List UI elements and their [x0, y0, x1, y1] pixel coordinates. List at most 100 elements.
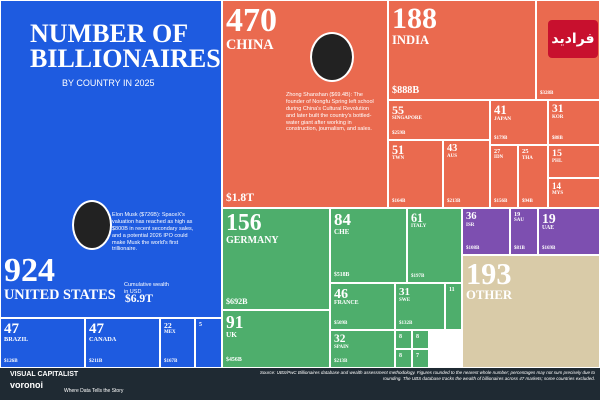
- wealth: $213B: [447, 199, 461, 204]
- count: 61: [411, 211, 424, 225]
- brand: VISUAL CAPITALIST: [10, 371, 79, 378]
- country: ITALY: [411, 223, 427, 230]
- tile: 46 FRANCE $509B: [330, 283, 395, 330]
- zhong-photo: [310, 32, 354, 82]
- source: Source: UBS/PwC Billionaires database an…: [259, 370, 595, 381]
- tile: 27 IDN $156B: [490, 145, 518, 208]
- count: 924: [4, 252, 55, 289]
- cumulative-label: Cumulative wealth in USD: [124, 282, 169, 295]
- tile: 5: [195, 318, 222, 368]
- tile: 43 AUS $213B: [443, 140, 490, 208]
- tagline: Where Data Tells the Story: [64, 388, 124, 394]
- tile: 91 UK $456B: [222, 310, 330, 368]
- wealth: $132B: [399, 321, 413, 326]
- wealth: $211B: [89, 357, 103, 364]
- wealth: $108B: [466, 246, 480, 251]
- wealth: $197B: [411, 274, 425, 279]
- wealth: $259B: [392, 131, 406, 136]
- tile: 31 SWE $132B: [395, 283, 445, 330]
- wealth: $213B: [334, 359, 348, 364]
- tile: 55 SINGAPORE $259B: [388, 100, 490, 140]
- tile: 924 UNITED STATES $6.9T: [0, 0, 222, 318]
- subtitle: BY COUNTRY IN 2025: [62, 78, 155, 88]
- country: SWE: [399, 298, 411, 303]
- app: voronoi: [10, 380, 43, 390]
- wealth: $179B: [494, 136, 508, 141]
- country: THA: [522, 155, 533, 161]
- wealth: $169B: [542, 246, 556, 251]
- tile: 22 MEX $167B: [160, 318, 195, 368]
- footer: VISUAL CAPITALIST voronoi Where Data Tel…: [0, 368, 600, 400]
- tile: 7: [412, 349, 429, 368]
- count: 47: [4, 321, 19, 337]
- country: CANADA: [89, 336, 117, 343]
- tile: 84 CHE $518B: [330, 208, 407, 283]
- wealth: $509B: [334, 321, 348, 326]
- count: 32: [334, 333, 346, 345]
- country: OTHER: [466, 288, 513, 303]
- country: JAPAN: [494, 115, 512, 122]
- tile: 193 OTHER: [462, 255, 600, 368]
- wealth: $81B: [514, 246, 525, 251]
- zhong-callout: Zhong Shanshan ($69.4B): The founder of …: [286, 92, 374, 133]
- country: TWN: [392, 155, 405, 162]
- wealth: $164B: [392, 199, 406, 204]
- count: 14: [552, 181, 561, 191]
- count: 43: [447, 143, 458, 154]
- wealth: $156B: [494, 199, 508, 204]
- country: MEX: [164, 329, 176, 335]
- wealth: $692B: [226, 296, 248, 306]
- wealth: $456B: [226, 357, 242, 364]
- count: 8: [416, 334, 419, 340]
- count: 15: [552, 148, 562, 159]
- tile: 188 INDIA $888B: [388, 0, 536, 100]
- country: CHE: [334, 227, 350, 236]
- count: 11: [449, 287, 455, 293]
- count: 51: [392, 143, 405, 157]
- musk-callout: Elon Musk ($726B): SpaceX's valuation ha…: [112, 212, 194, 253]
- count: 188: [392, 2, 437, 35]
- count: 470: [226, 2, 277, 39]
- country: CHINA: [226, 37, 274, 53]
- count: 5: [199, 322, 202, 328]
- count: 36: [466, 211, 477, 222]
- country: SAU: [514, 218, 525, 224]
- count: 19: [542, 211, 556, 226]
- count: 46: [334, 286, 349, 302]
- tile: 36 ISR $108B: [462, 208, 510, 255]
- wealth: $518B: [334, 272, 350, 279]
- tile: 19 UAE $169B: [538, 208, 600, 255]
- country: MYS: [552, 191, 564, 196]
- tile: 19 SAU $81B: [510, 208, 538, 255]
- country: FRANCE: [334, 300, 359, 307]
- tile: 470 CHINA $1.8T: [222, 0, 388, 208]
- count: 91: [226, 312, 244, 332]
- tile: 156 GERMANY $692B: [222, 208, 330, 310]
- wealth: $88B: [552, 136, 563, 141]
- wealth: $6.9T: [125, 292, 153, 306]
- tile: 47 BRAZIL $126B: [0, 318, 85, 368]
- wealth: $1.8T: [226, 191, 254, 205]
- count: 27: [494, 149, 501, 155]
- tile: 47 CANADA $211B: [85, 318, 160, 368]
- count: 25: [522, 148, 529, 155]
- country: ISR: [466, 222, 475, 228]
- count: 31: [552, 103, 564, 115]
- count: 156: [226, 210, 262, 236]
- tile: 11: [445, 283, 462, 330]
- count: 8: [399, 334, 402, 340]
- country: GERMANY: [226, 234, 279, 246]
- count: 7: [416, 353, 419, 359]
- count: 84: [334, 210, 351, 229]
- tile: 8: [395, 349, 412, 368]
- country: AUS: [447, 154, 458, 160]
- tile: 15 PHL: [548, 145, 600, 178]
- wealth: $328B: [540, 91, 554, 96]
- count: 22: [164, 321, 172, 330]
- count: 193: [466, 257, 512, 291]
- country: UAE: [542, 224, 555, 231]
- tile: 8: [412, 330, 429, 349]
- count: 8: [399, 353, 402, 359]
- tile: 32 SPAIN $213B: [330, 330, 395, 368]
- tile: 31 KOR $88B: [548, 100, 600, 145]
